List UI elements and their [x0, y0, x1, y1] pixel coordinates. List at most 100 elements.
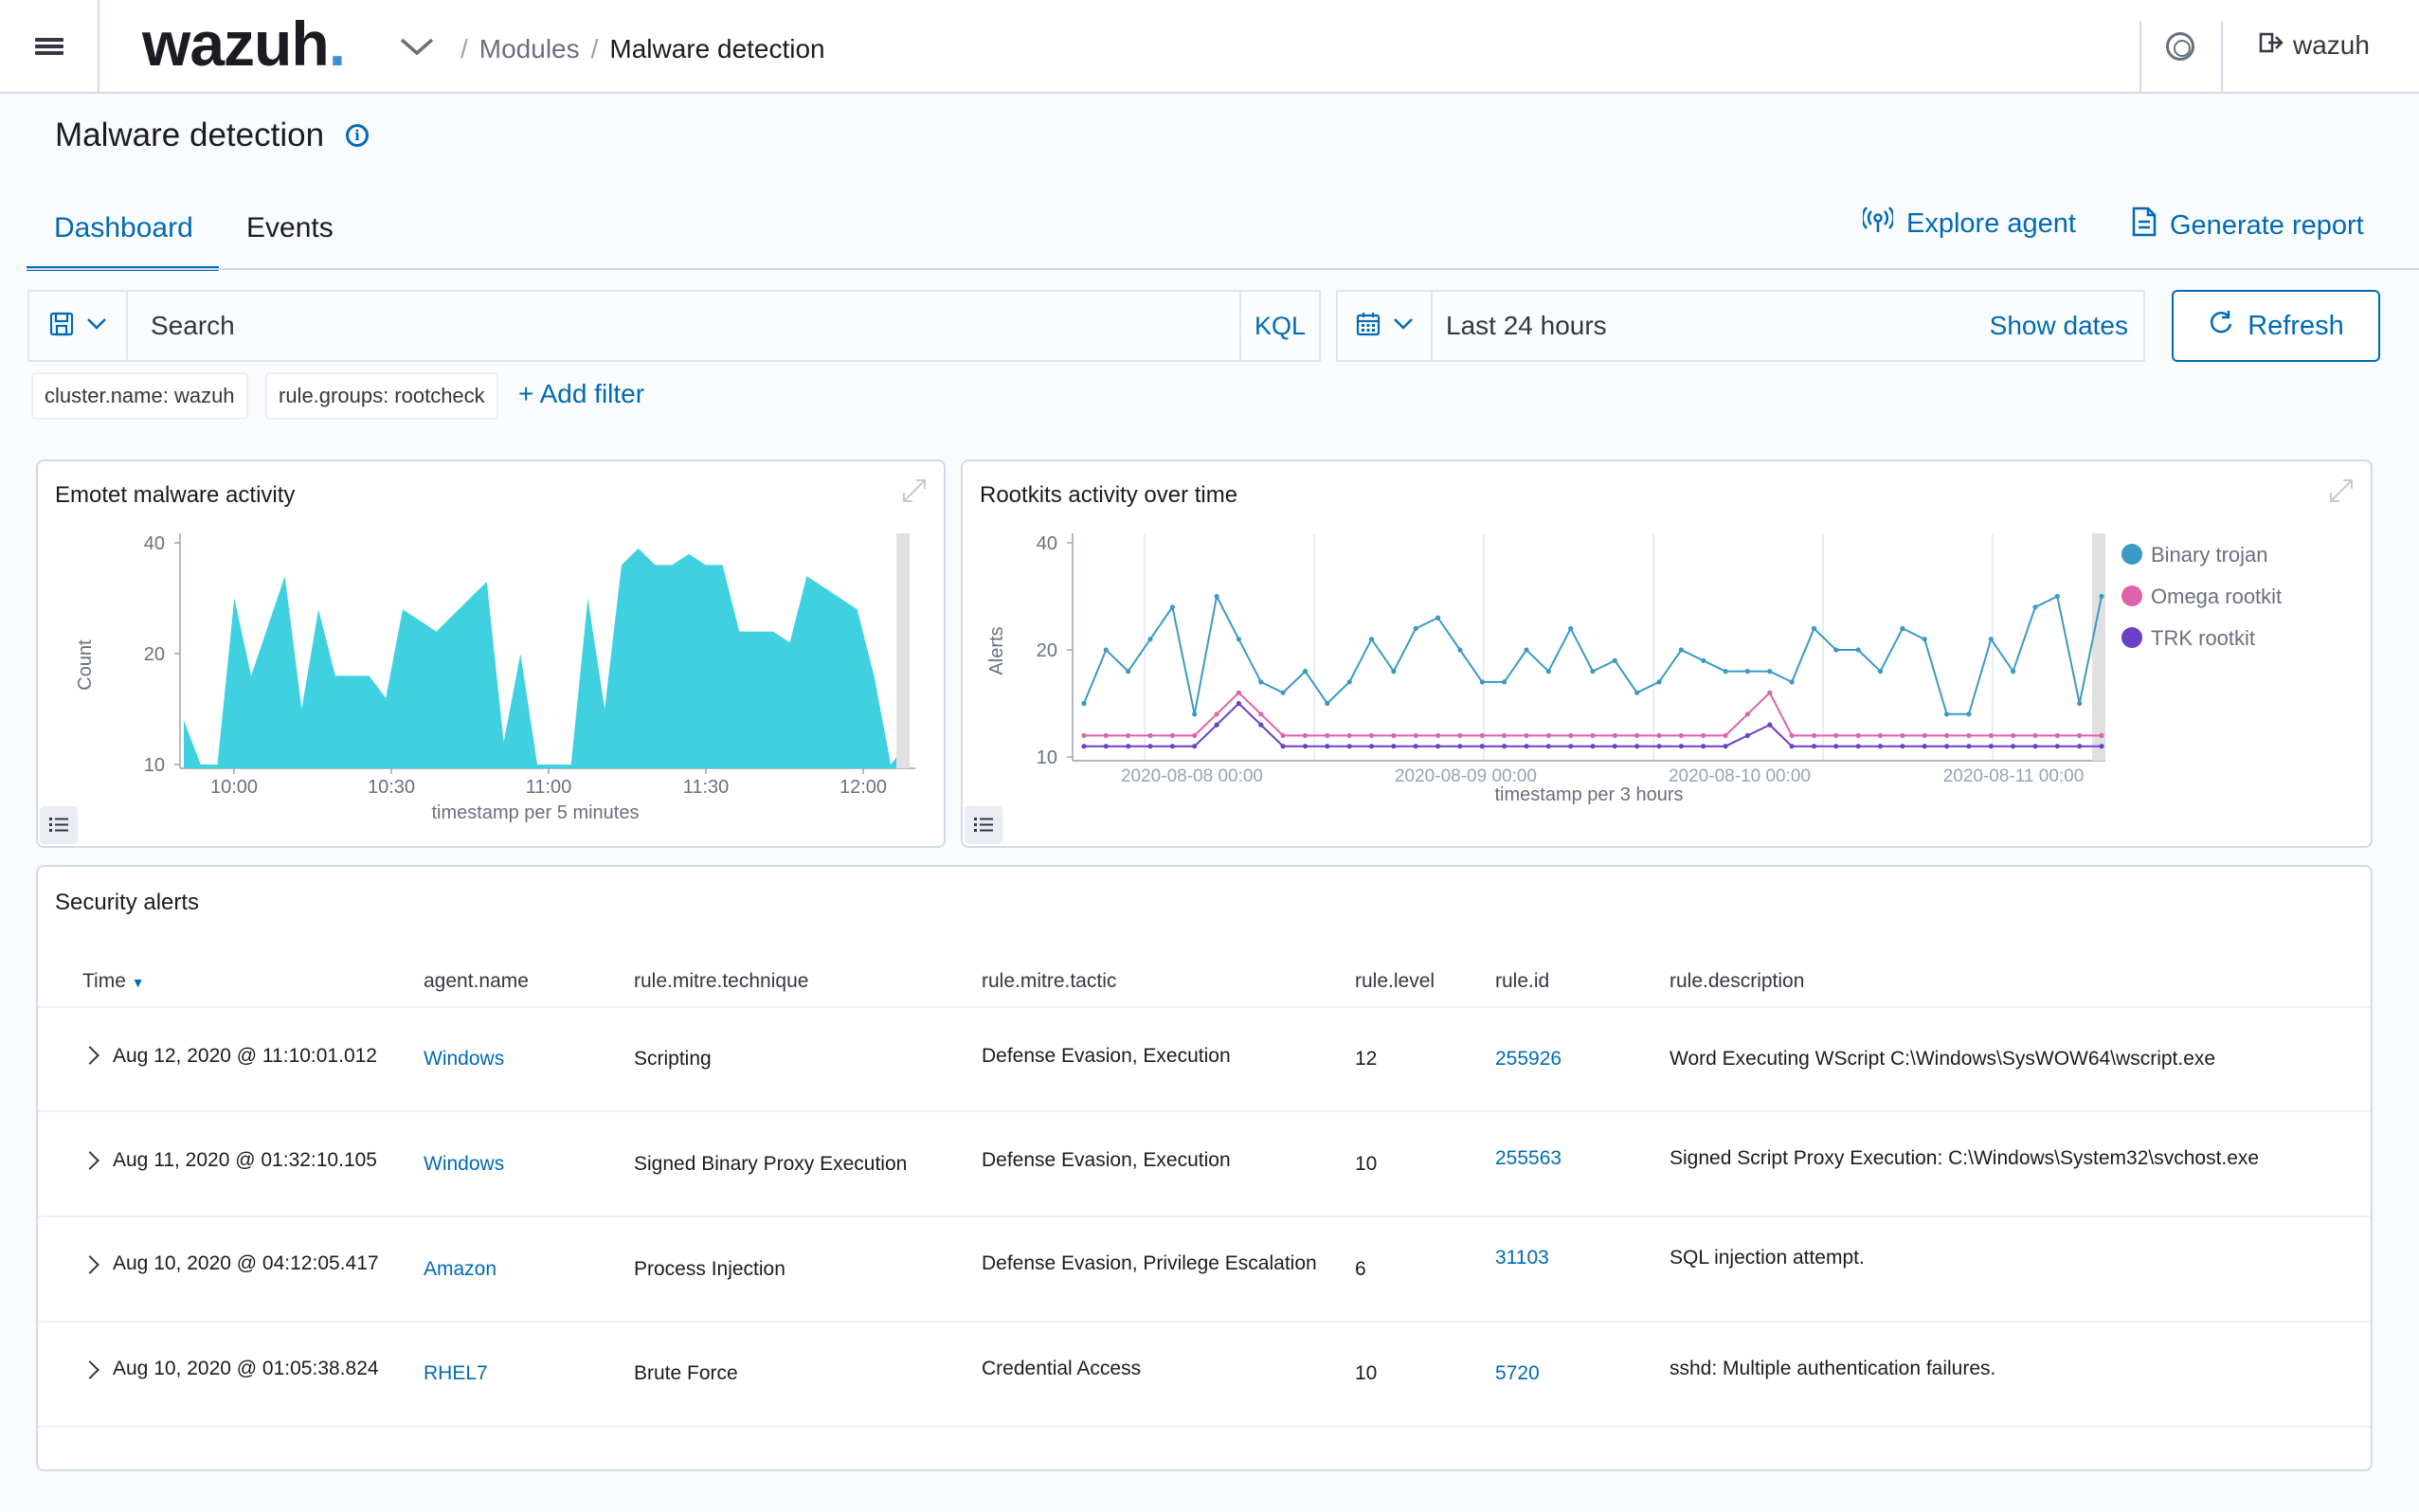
data-point: [1833, 744, 1839, 749]
cell-agent-name[interactable]: Windows: [424, 1153, 505, 1175]
data-point: [1723, 669, 1728, 675]
data-point: [2032, 744, 2038, 749]
quick-date-menu[interactable]: [1338, 292, 1433, 360]
column-header-time[interactable]: Time ▼: [82, 970, 145, 992]
user-menu[interactable]: wazuh: [2259, 30, 2370, 61]
add-filter-button[interactable]: + Add filter: [518, 379, 645, 408]
document-icon: [2132, 207, 2157, 244]
data-point: [1922, 637, 1927, 642]
column-header-rule-level[interactable]: rule.level: [1355, 970, 1435, 992]
search-input[interactable]: Search: [151, 311, 235, 340]
explore-agent-label: Explore agent: [1906, 207, 2076, 239]
info-icon[interactable]: i: [346, 124, 369, 147]
data-point: [2011, 669, 2016, 675]
data-point: [1258, 722, 1264, 728]
cell-tactic: Defense Evasion, Privilege Escalation: [982, 1252, 1317, 1274]
breadcrumb-current: Malware detection: [609, 34, 825, 63]
data-point: [1457, 647, 1463, 653]
column-header-description[interactable]: rule.description: [1670, 970, 1805, 992]
expand-icon[interactable]: [900, 477, 929, 510]
generate-report-button[interactable]: Generate report: [2132, 207, 2364, 244]
agent-signal-icon: [1861, 207, 1895, 241]
cell-rule-id[interactable]: 5720: [1495, 1362, 1540, 1384]
cell-agent-name[interactable]: RHEL7: [424, 1362, 488, 1384]
refresh-button[interactable]: Refresh: [2172, 290, 2380, 362]
data-point: [1457, 732, 1463, 738]
data-point: [1988, 637, 1994, 642]
data-point: [1723, 732, 1728, 738]
emotet-chart-panel: Emotet malware activity 10 20 40 10:00 10:30…: [36, 459, 946, 848]
cell-agent-name[interactable]: Amazon: [424, 1258, 497, 1280]
data-point: [1214, 722, 1219, 728]
data-point: [1126, 669, 1131, 675]
x-axis-title: timestamp per 5 minutes: [432, 802, 640, 823]
cell-tactic: Defense Evasion, Execution: [982, 1149, 1231, 1171]
calendar-icon: [1355, 311, 1381, 342]
wazuh-logo[interactable]: wazuh.: [142, 9, 346, 79]
y-tick-label: 20: [144, 644, 165, 665]
data-point: [1280, 690, 1286, 695]
data-point: [1767, 690, 1773, 695]
y-tick-label: 40: [144, 533, 165, 554]
data-point: [1236, 637, 1241, 642]
cell-rule-id[interactable]: 255926: [1495, 1048, 1562, 1070]
data-point: [2099, 593, 2104, 600]
data-point: [1590, 732, 1596, 738]
scroll-indicator: [2092, 533, 2105, 761]
data-point: [1634, 732, 1640, 738]
legend-toggle-button[interactable]: [965, 806, 1002, 844]
data-point: [1169, 744, 1175, 749]
help-icon[interactable]: [2166, 32, 2194, 61]
legend-toggle-button[interactable]: [40, 806, 78, 844]
cell-rule-id[interactable]: 31103: [1495, 1247, 1549, 1269]
data-point: [1833, 647, 1839, 653]
data-point: [2032, 732, 2038, 738]
breadcrumb-modules[interactable]: Modules: [478, 34, 580, 63]
explore-agent-button[interactable]: Explore agent: [1861, 207, 2076, 241]
data-point: [1634, 744, 1640, 749]
cell-agent-name[interactable]: Windows: [424, 1048, 505, 1070]
data-point: [1258, 679, 1264, 685]
filter-pill-cluster[interactable]: cluster.name: wazuh: [31, 372, 248, 420]
data-point: [1744, 669, 1750, 675]
chevron-down-icon[interactable]: [398, 34, 436, 63]
data-point: [1169, 732, 1175, 738]
data-point: [1701, 657, 1706, 663]
data-point: [1590, 669, 1596, 675]
data-point: [1502, 732, 1507, 738]
tab-dashboard[interactable]: Dashboard: [27, 189, 219, 271]
cell-technique: Scripting: [634, 1048, 712, 1070]
expand-icon[interactable]: [2327, 477, 2356, 510]
cell-description: SQL injection attempt.: [1670, 1247, 1865, 1269]
data-point: [1192, 744, 1198, 749]
chevron-down-icon: [86, 317, 107, 335]
page-title: Malware detection: [55, 117, 325, 153]
menu-button[interactable]: [0, 0, 99, 92]
data-point: [1081, 700, 1087, 707]
data-point: [1192, 732, 1198, 738]
column-header-rule-id[interactable]: rule.id: [1495, 970, 1550, 992]
divider: [2221, 21, 2223, 93]
divider: [2139, 21, 2141, 93]
data-point: [1192, 711, 1198, 717]
data-point: [1877, 744, 1884, 749]
column-header-agent-name[interactable]: agent.name: [424, 970, 529, 992]
column-header-technique[interactable]: rule.mitre.technique: [634, 970, 809, 992]
data-point: [1988, 732, 1994, 738]
filter-pill-rule-groups[interactable]: rule.groups: rootcheck: [265, 372, 498, 420]
generate-report-label: Generate report: [2170, 209, 2364, 241]
data-point: [2099, 732, 2104, 738]
column-header-tactic[interactable]: rule.mitre.tactic: [982, 970, 1117, 992]
saved-query-menu[interactable]: [29, 292, 128, 360]
cell-rule-id[interactable]: 255563: [1495, 1147, 1562, 1169]
data-point: [1479, 732, 1485, 738]
data-point: [1944, 744, 1950, 749]
show-dates-link[interactable]: Show dates: [1989, 311, 2128, 340]
data-point: [1568, 625, 1574, 631]
tab-events[interactable]: Events: [246, 212, 334, 243]
x-tick-label: 2020-08-10 00:00: [1669, 766, 1811, 786]
data-point: [1391, 669, 1397, 675]
data-point: [1612, 657, 1617, 663]
kql-toggle[interactable]: KQL: [1239, 292, 1319, 360]
date-range-text[interactable]: Last 24 hours: [1446, 311, 1607, 340]
